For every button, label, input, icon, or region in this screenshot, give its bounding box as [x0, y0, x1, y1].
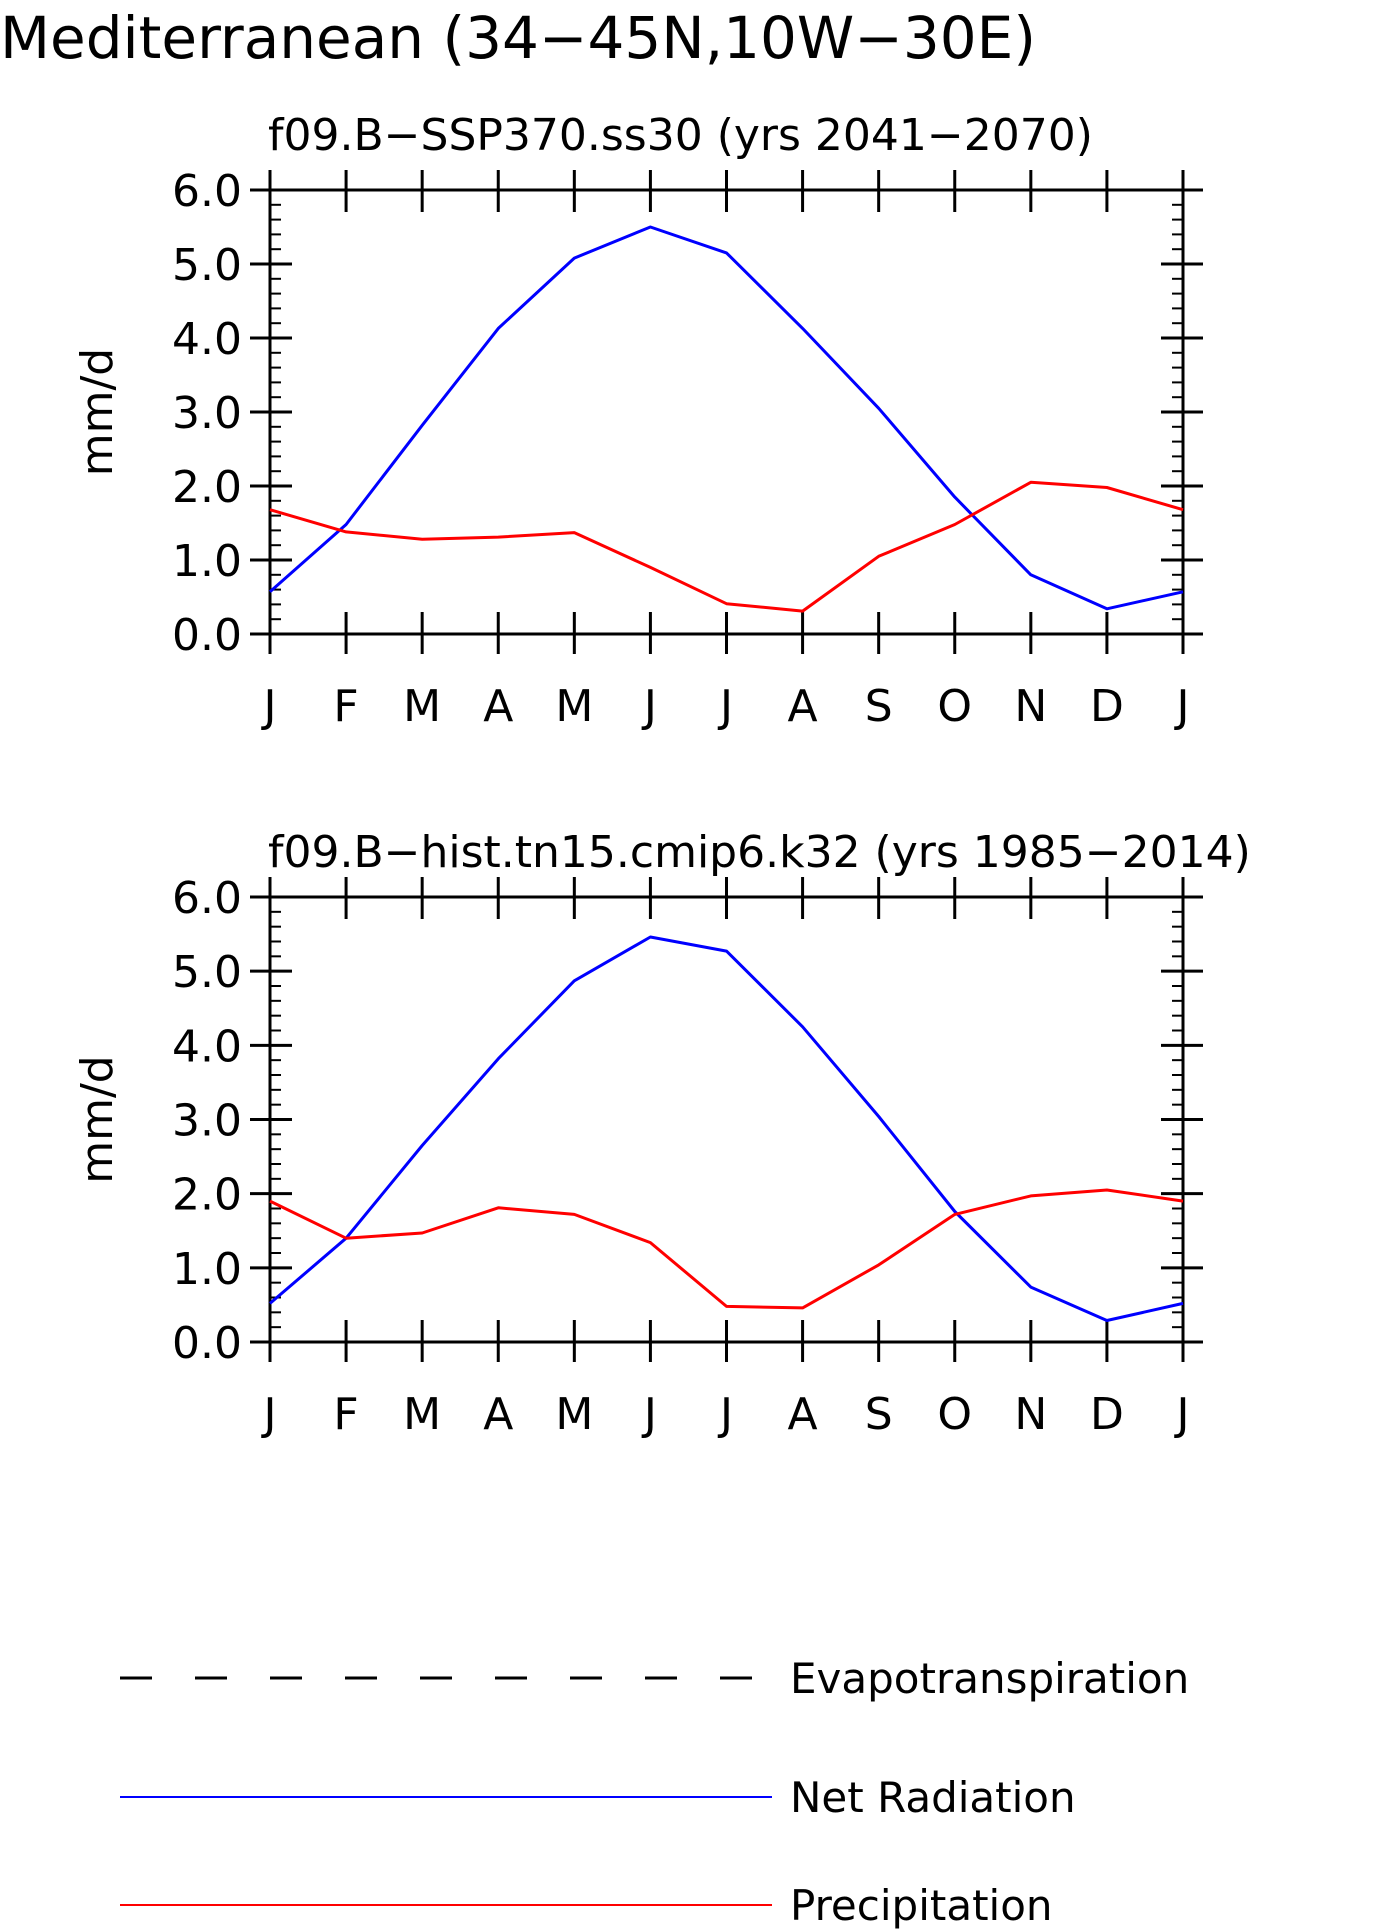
chart-panel-2: f09.B−hist.tn15.cmip6.k32 (yrs 1985−2014… — [72, 827, 1251, 1440]
x-tick-label: M — [555, 1389, 593, 1440]
x-tick-label: A — [483, 1389, 513, 1440]
series-line-precipitation — [269, 480, 1184, 613]
x-tick-label: O — [937, 681, 972, 732]
chart-panel-1: f09.B−SSP370.ss30 (yrs 2041−2070) 0.0 1.0 2… — [72, 110, 1203, 732]
legend-label-precipitation: Precipitation — [790, 1881, 1053, 1930]
y-tick-label: 3.0 — [172, 388, 242, 439]
chart-title: f09.B−hist.tn15.cmip6.k32 (yrs 1985−2014… — [268, 827, 1251, 878]
x-tick-label: J — [717, 1389, 733, 1440]
legend-label-evapotranspiration: Evapotranspiration — [790, 1654, 1189, 1703]
x-tick-label: M — [555, 681, 593, 732]
y-tick-label: 4.0 — [172, 314, 242, 365]
y-tick-label: 0.0 — [172, 1318, 242, 1369]
y-tick-label: 1.0 — [172, 536, 242, 587]
y-tick-label: 5.0 — [172, 240, 242, 291]
x-tick-label: J — [641, 681, 657, 732]
series-line-net-radiation — [269, 935, 1184, 1322]
x-tick-label: S — [865, 1389, 893, 1440]
y-tick-label: 0.0 — [172, 610, 242, 661]
x-tick-label: J — [261, 681, 277, 732]
plot-frame — [268, 895, 1185, 1344]
x-tick-label: O — [937, 1389, 972, 1440]
y-tick-label: 1.0 — [172, 1244, 242, 1295]
y-axis-label: mm/d — [72, 348, 123, 476]
x-tick-label: A — [788, 1389, 818, 1440]
chart-title: f09.B−SSP370.ss30 (yrs 2041−2070) — [268, 110, 1093, 161]
y-tick-label: 3.0 — [172, 1096, 242, 1147]
x-tick-label: M — [403, 681, 441, 732]
x-tick-label: M — [403, 1389, 441, 1440]
y-tick-label: 6.0 — [172, 873, 242, 924]
y-tick-label: 5.0 — [172, 947, 242, 998]
y-tick-label: 2.0 — [172, 462, 242, 513]
y-tick-label: 6.0 — [172, 166, 242, 217]
x-tick-label: A — [788, 681, 818, 732]
x-tick-label: J — [1174, 1389, 1190, 1440]
x-tick-label: N — [1014, 681, 1047, 732]
x-tick-label: J — [717, 681, 733, 732]
x-tick-label: F — [333, 681, 358, 732]
x-tick-label: N — [1014, 1389, 1047, 1440]
series-line-precipitation — [269, 1188, 1184, 1310]
legend-label-net-radiation: Net Radiation — [790, 1773, 1076, 1822]
y-axis-label: mm/d — [72, 1055, 123, 1183]
x-tick-label: A — [483, 681, 513, 732]
x-tick-label: J — [1174, 681, 1190, 732]
figure-title: Mediterranean (34−45N,10W−30E) — [0, 4, 1036, 72]
chart-panels: f09.B−SSP370.ss30 (yrs 2041−2070) 0.0 1.0 2… — [72, 110, 1251, 1440]
x-tick-label: S — [865, 681, 893, 732]
x-tick-label: F — [333, 1389, 358, 1440]
x-tick-label: D — [1090, 1389, 1124, 1440]
plot-frame — [268, 188, 1185, 636]
x-tick-label: J — [641, 1389, 657, 1440]
y-tick-label: 2.0 — [172, 1170, 242, 1221]
series-line-net-radiation — [269, 225, 1184, 611]
x-tick-label: D — [1090, 681, 1124, 732]
legend: Evapotranspiration Net Radiation Precipita… — [120, 1654, 1189, 1930]
y-tick-label: 4.0 — [172, 1021, 242, 1072]
x-tick-label: J — [261, 1389, 277, 1440]
